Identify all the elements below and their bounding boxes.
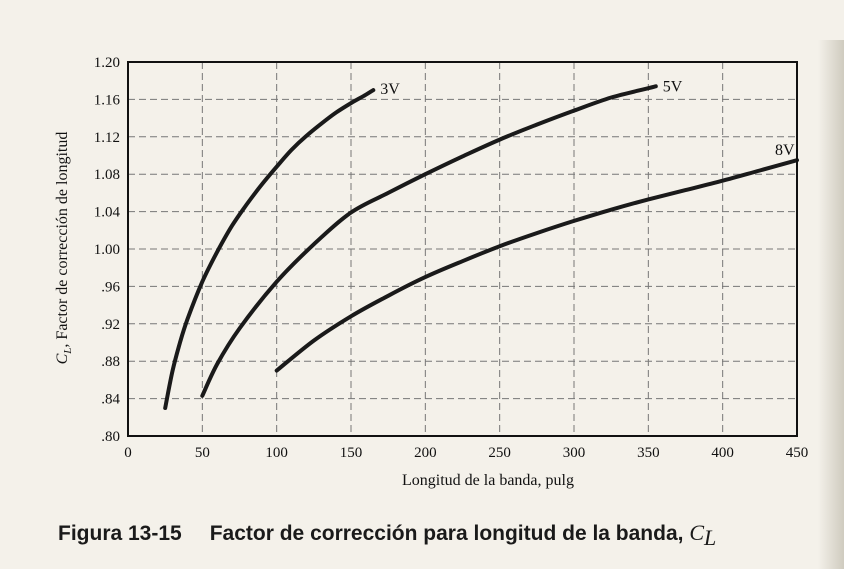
x-axis-title: Longitud de la banda, pulg — [402, 472, 574, 489]
chart: 0 50 100 150 200 250 300 350 400 450 .80 .84 .88 .92… — [54, 55, 808, 489]
x-tick-label: 350 — [637, 445, 660, 461]
y-tick-label: .84 — [101, 392, 120, 408]
y-tick-label: .80 — [101, 429, 120, 445]
series-label-8v: 8V — [775, 142, 795, 159]
series-label-5v: 5V — [663, 78, 683, 95]
y-axis-subscript: L — [62, 348, 74, 355]
x-tick-label: 250 — [488, 445, 511, 461]
x-tick-label: 400 — [711, 445, 734, 461]
caption-subscript: L — [704, 525, 717, 551]
y-tick-label: .88 — [101, 354, 120, 370]
y-tick-label: 1.20 — [94, 55, 120, 71]
y-tick-label: 1.08 — [94, 167, 120, 183]
caption-text: Factor de corrección para longitud de la… — [209, 522, 690, 545]
x-tick-label: 200 — [414, 445, 437, 461]
x-tick-label: 50 — [195, 445, 210, 461]
series-labels: 3V 5V 8V — [380, 78, 795, 159]
x-tick-label: 100 — [265, 445, 288, 461]
series-label-3v: 3V — [380, 81, 400, 98]
y-tick-label: 1.16 — [94, 92, 121, 108]
y-tick-label: .96 — [101, 279, 120, 295]
figure-caption: Figura 13-15 Factor de corrección para lo… — [58, 520, 716, 551]
x-tick-labels: 0 50 100 150 200 250 300 350 400 450 — [124, 445, 808, 461]
y-tick-label: 1.04 — [94, 205, 121, 221]
series-line-8v — [274, 158, 799, 373]
grid-lines — [128, 62, 797, 436]
x-tick-label: 150 — [340, 445, 363, 461]
x-tick-label: 300 — [563, 445, 586, 461]
series-line-5v — [200, 84, 658, 398]
caption-symbol: C — [689, 520, 705, 545]
y-tick-labels: .80 .84 .88 .92 .96 1.00 1.04 1.08 1.12 1.16 1.20 — [94, 55, 121, 445]
x-tick-label: 0 — [124, 445, 132, 461]
y-tick-label: 1.12 — [94, 130, 120, 146]
plot-frame — [127, 61, 798, 437]
y-tick-label: .92 — [101, 317, 120, 333]
series-lines — [163, 84, 799, 410]
y-tick-label: 1.00 — [94, 242, 120, 258]
x-tick-label: 450 — [786, 445, 809, 461]
y-axis-text: , Factor de corrección de longitud — [54, 132, 71, 348]
figure-number: Figura 13-15 — [58, 522, 182, 545]
series-line-3v — [163, 88, 376, 410]
page-edge-shadow — [818, 40, 844, 569]
y-axis-symbol: C — [54, 353, 71, 364]
y-axis-title: CL, Factor de corrección de longitud — [54, 132, 74, 365]
